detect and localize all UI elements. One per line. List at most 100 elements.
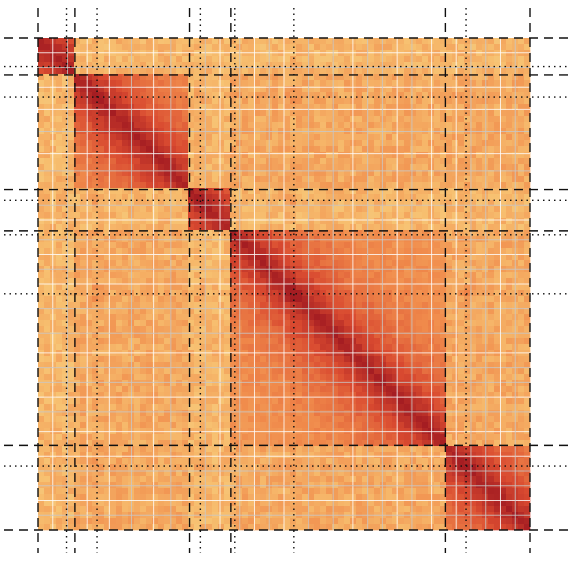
heatmap-cell (212, 344, 219, 351)
heatmap-cell (146, 518, 153, 525)
heatmap-cell (176, 524, 183, 531)
heatmap-cell (392, 44, 399, 51)
heatmap-cell (320, 464, 327, 471)
heatmap-cell (272, 338, 279, 345)
heatmap-cell (314, 494, 321, 501)
heatmap-cell (122, 320, 129, 327)
heatmap-cell (230, 80, 237, 87)
heatmap-cell (74, 476, 81, 483)
heatmap-cell (86, 272, 93, 279)
heatmap-cell (386, 374, 393, 381)
heatmap-cell (230, 344, 237, 351)
heatmap-cell (296, 374, 303, 381)
heatmap-cell (290, 152, 297, 159)
heatmap-cell (248, 194, 255, 201)
heatmap-cell (242, 188, 249, 195)
heatmap-cell (230, 44, 237, 51)
heatmap-cell (146, 338, 153, 345)
heatmap-cell (38, 110, 45, 117)
heatmap-cell (356, 338, 363, 345)
heatmap-cell (38, 362, 45, 369)
heatmap-cell (392, 320, 399, 327)
heatmap-cell (236, 206, 243, 213)
heatmap-cell (338, 422, 345, 429)
heatmap-cell (170, 344, 177, 351)
heatmap-cell (86, 146, 93, 153)
heatmap-cell (284, 146, 291, 153)
heatmap-cell (116, 92, 123, 99)
heatmap-cell (356, 296, 363, 303)
heatmap-cell (188, 332, 195, 339)
heatmap-cell (116, 188, 123, 195)
heatmap-cell (158, 104, 165, 111)
heatmap-cell (272, 380, 279, 387)
heatmap-cell (344, 98, 351, 105)
heatmap-cell (308, 44, 315, 51)
heatmap-cell (326, 218, 333, 225)
heatmap-cell (356, 404, 363, 411)
heatmap-cell (38, 182, 45, 189)
heatmap-cell (56, 194, 63, 201)
heatmap-cell (302, 524, 309, 531)
heatmap-cell (254, 308, 261, 315)
heatmap-cell (332, 362, 339, 369)
heatmap-cell (134, 476, 141, 483)
heatmap-cell (170, 434, 177, 441)
heatmap-cell (380, 344, 387, 351)
heatmap-cell (236, 302, 243, 309)
heatmap-cell (200, 134, 207, 141)
heatmap-cell (284, 92, 291, 99)
heatmap-cell (272, 446, 279, 453)
heatmap-cell (104, 488, 111, 495)
heatmap-cell (218, 218, 225, 225)
heatmap-cell (122, 452, 129, 459)
heatmap-cell (362, 158, 369, 165)
heatmap-cell (164, 386, 171, 393)
heatmap-cell (254, 242, 261, 249)
heatmap-cell (158, 194, 165, 201)
heatmap-cell (302, 362, 309, 369)
heatmap-cell (236, 278, 243, 285)
heatmap-cell (104, 452, 111, 459)
heatmap-cell (380, 494, 387, 501)
heatmap-cell (308, 200, 315, 207)
heatmap-cell (122, 464, 129, 471)
heatmap-cell (386, 98, 393, 105)
heatmap-cell (344, 176, 351, 183)
heatmap-cell (380, 134, 387, 141)
heatmap-cell (260, 386, 267, 393)
heatmap-cell (92, 482, 99, 489)
heatmap-cell (332, 44, 339, 51)
heatmap-cell (80, 272, 87, 279)
heatmap-cell (236, 68, 243, 75)
heatmap-cell (338, 140, 345, 147)
heatmap-cell (242, 332, 249, 339)
heatmap-cell (344, 170, 351, 177)
heatmap-cell (356, 392, 363, 399)
heatmap-cell (170, 74, 177, 81)
heatmap-cell (236, 242, 243, 249)
heatmap-cell (380, 146, 387, 153)
heatmap-cell (344, 284, 351, 291)
heatmap-cell (290, 296, 297, 303)
heatmap-cell (86, 488, 93, 495)
heatmap-cell (398, 368, 405, 375)
heatmap-cell (44, 296, 51, 303)
heatmap-cell (254, 68, 261, 75)
heatmap-cell (362, 290, 369, 297)
heatmap-cell (284, 446, 291, 453)
heatmap-cell (134, 110, 141, 117)
heatmap-cell (392, 110, 399, 117)
heatmap-cell (308, 248, 315, 255)
heatmap-cell (74, 206, 81, 213)
heatmap-cell (68, 98, 75, 105)
heatmap-cell (188, 44, 195, 51)
heatmap-cell (278, 104, 285, 111)
heatmap-cell (356, 320, 363, 327)
heatmap-cell (182, 296, 189, 303)
heatmap-cell (134, 398, 141, 405)
heatmap-cell (236, 290, 243, 297)
heatmap-cell (362, 44, 369, 51)
heatmap-cell (332, 182, 339, 189)
heatmap-cell (146, 368, 153, 375)
